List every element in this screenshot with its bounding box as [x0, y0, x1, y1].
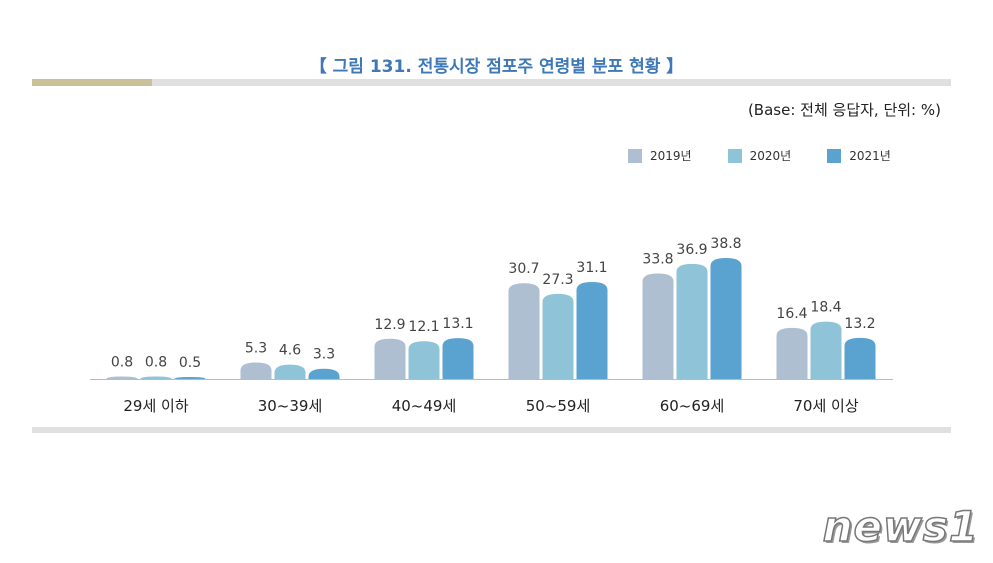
bar	[542, 293, 574, 379]
x-tick-label: 40~49세	[392, 397, 457, 415]
bar	[274, 364, 306, 379]
bar	[810, 321, 842, 379]
chart-title: 【 그림 131. 전통시장 점포주 연령별 분포 현황 】	[309, 57, 684, 77]
top-divider	[32, 79, 951, 86]
legend-item-2019: 2019년	[628, 147, 692, 164]
bar	[240, 362, 272, 379]
news1-logo: news1	[822, 501, 979, 552]
x-tick-label: 29세 이하	[123, 397, 188, 415]
legend-label: 2019년	[650, 149, 692, 163]
data-label: 33.8	[642, 252, 673, 268]
data-label: 16.4	[776, 306, 807, 322]
legend-item-2021: 2021년	[827, 147, 891, 164]
base-note: (Base: 전체 응답자, 단위: %)	[747, 101, 941, 119]
bar	[676, 263, 708, 379]
data-label: 13.1	[442, 316, 473, 332]
data-label: 3.3	[313, 347, 335, 363]
bar	[710, 257, 742, 379]
legend-swatch	[727, 148, 742, 163]
data-label: 18.4	[810, 300, 841, 316]
bar	[776, 327, 808, 379]
bar	[642, 273, 674, 379]
legend-label: 2020년	[749, 149, 792, 163]
data-label: 5.3	[245, 340, 267, 356]
bar	[140, 376, 172, 379]
x-tick-label: 70세 이상	[793, 397, 858, 415]
bar	[408, 341, 440, 379]
data-label: 36.9	[676, 242, 707, 258]
bar	[174, 377, 206, 379]
data-label: 27.3	[542, 272, 573, 288]
bar	[508, 283, 540, 379]
data-label: 0.5	[179, 355, 201, 371]
data-label: 38.8	[710, 236, 741, 252]
legend: 2019년 2020년 2021년	[628, 147, 891, 164]
bar	[576, 281, 608, 379]
legend-swatch	[628, 148, 642, 163]
legend-label: 2021년	[849, 149, 891, 163]
data-label: 0.8	[111, 355, 133, 371]
legend-swatch	[827, 148, 842, 163]
bar	[106, 376, 138, 379]
bar	[374, 338, 406, 379]
data-label: 0.8	[145, 355, 167, 371]
x-tick-label: 60~69세	[660, 397, 725, 415]
bar	[844, 337, 876, 379]
x-tick-label: 50~59세	[526, 397, 591, 415]
bar	[308, 368, 340, 379]
data-label: 4.6	[279, 343, 301, 359]
divider-accent	[32, 79, 152, 86]
data-label: 12.9	[374, 317, 405, 333]
data-label: 31.1	[576, 260, 607, 276]
data-label: 30.7	[508, 261, 539, 277]
data-label: 12.1	[408, 319, 439, 335]
bottom-divider	[32, 427, 951, 433]
x-tick-label: 30~39세	[258, 397, 323, 415]
legend-item-2020: 2020년	[727, 147, 792, 164]
data-label: 13.2	[844, 316, 875, 332]
bar	[442, 338, 474, 379]
